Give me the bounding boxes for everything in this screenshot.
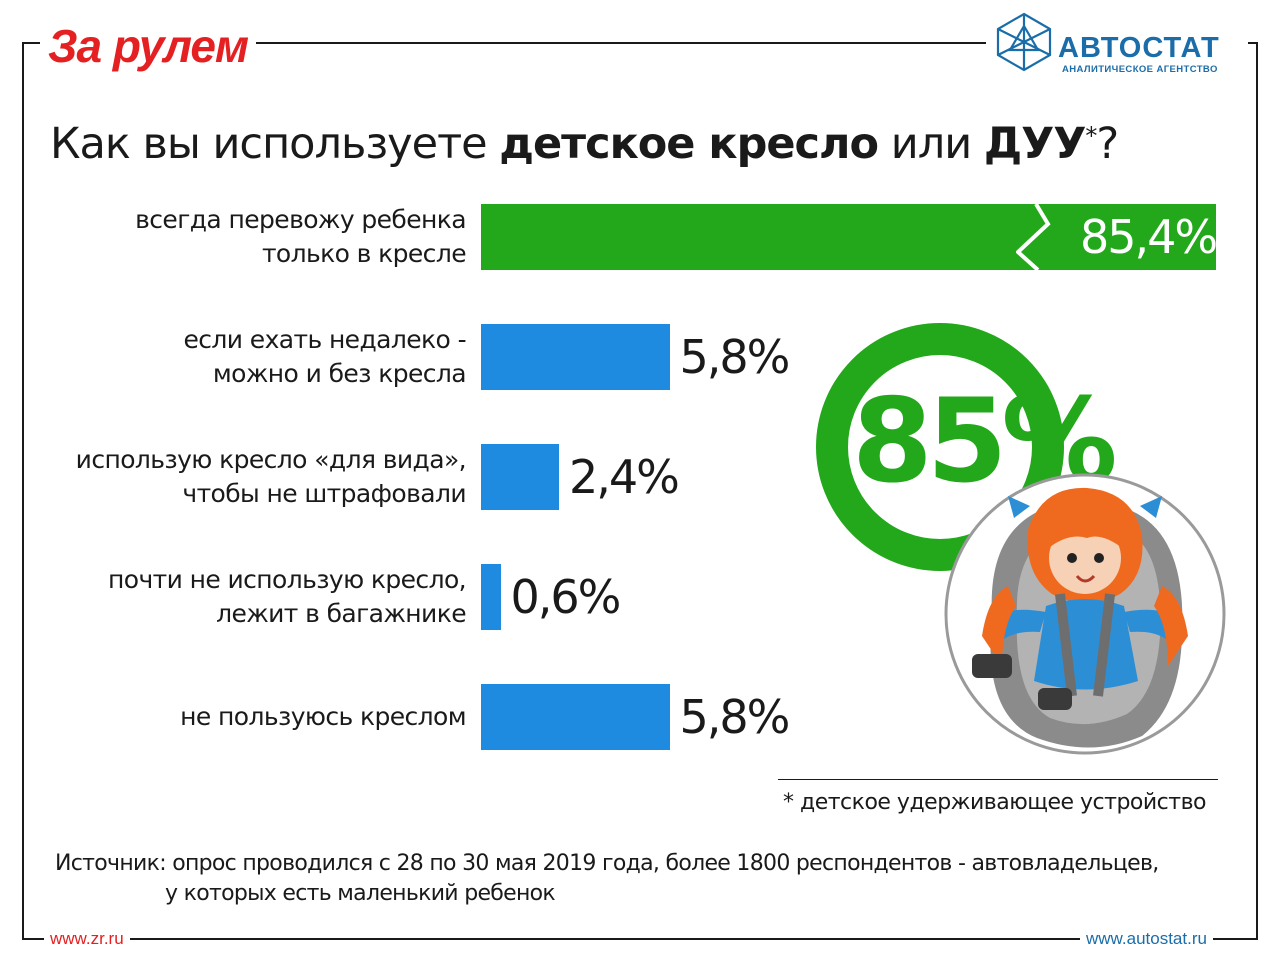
title-text: Как вы используете: [50, 119, 500, 169]
frame-bottom-left: [22, 938, 1258, 940]
category-label-line: использую кресло «для вида»,: [75, 445, 467, 474]
zarulem-logo: За рулем: [40, 18, 257, 74]
category-label-line: почти не использую кресло,: [108, 565, 467, 594]
category-label-2: использую кресло «для вида», чтобы не штр…: [75, 443, 467, 511]
value-label-0: 85,4%: [1080, 210, 1218, 264]
category-label-line: если ехать недалеко -: [183, 325, 467, 354]
chart-title: Как вы используете детское кресло или ДУ…: [50, 106, 1119, 174]
category-label-0: всегда перевожу ребенка только в кресле: [135, 203, 466, 271]
child-car-seat-icon: [944, 473, 1226, 755]
autostat-emblem-icon: [996, 12, 1052, 72]
autostat-logo: АВТОСТАТ АНАЛИТИЧЕСКОЕ АГЕНТСТВО: [986, 6, 1248, 78]
category-label-line: не пользуюсь креслом: [180, 702, 466, 731]
category-label-line: лежит в багажнике: [216, 599, 467, 628]
value-label-3: 0,6%: [510, 570, 622, 624]
footnote: * детское удерживающее устройство: [783, 790, 1207, 815]
autostat-subtitle: АНАЛИТИЧЕСКОЕ АГЕНТСТВО: [1062, 64, 1218, 75]
category-label-3: почти не использую кресло, лежит в багажн…: [108, 563, 467, 631]
bar-2: [481, 444, 559, 510]
autostat-url-link[interactable]: www.autostat.ru: [1080, 926, 1213, 952]
title-bold-seat: детское кресло: [499, 119, 879, 169]
autostat-name: АВТОСТАТ: [1058, 32, 1220, 64]
value-label-1: 5,8%: [679, 330, 791, 384]
category-label-line: только в кресле: [261, 239, 467, 268]
zr-url-link[interactable]: www.zr.ru: [44, 926, 130, 952]
category-label-line: можно и без кресла: [212, 359, 467, 388]
bar-0: [481, 204, 1216, 270]
category-label-1: если ехать недалеко - можно и без кресла: [184, 323, 467, 391]
source-line-2: у которых есть маленький ребенок: [165, 881, 556, 906]
bar-4: [481, 684, 670, 750]
title-bold-duu: ДУУ: [983, 119, 1087, 169]
bar-break-mark: [1016, 204, 1051, 270]
category-label-line: чтобы не штрафовали: [182, 479, 466, 508]
bar-1: [481, 324, 670, 390]
category-label-line: всегда перевожу ребенка: [135, 205, 466, 234]
highlight-ring: [816, 323, 1064, 571]
page-frame: [22, 42, 1258, 940]
value-label-2: 2,4%: [569, 450, 680, 504]
title-asterisk: *: [1085, 122, 1097, 150]
category-label-4: не пользуюсь креслом: [180, 700, 466, 734]
bar-3: [481, 564, 501, 630]
footnote-divider: [778, 779, 1218, 780]
title-text-or: или: [878, 119, 984, 169]
value-label-4: 5,8%: [679, 690, 791, 744]
title-question: ?: [1096, 119, 1119, 169]
source-line-1: Источник: опрос проводился с 28 по 30 ма…: [55, 851, 1159, 876]
